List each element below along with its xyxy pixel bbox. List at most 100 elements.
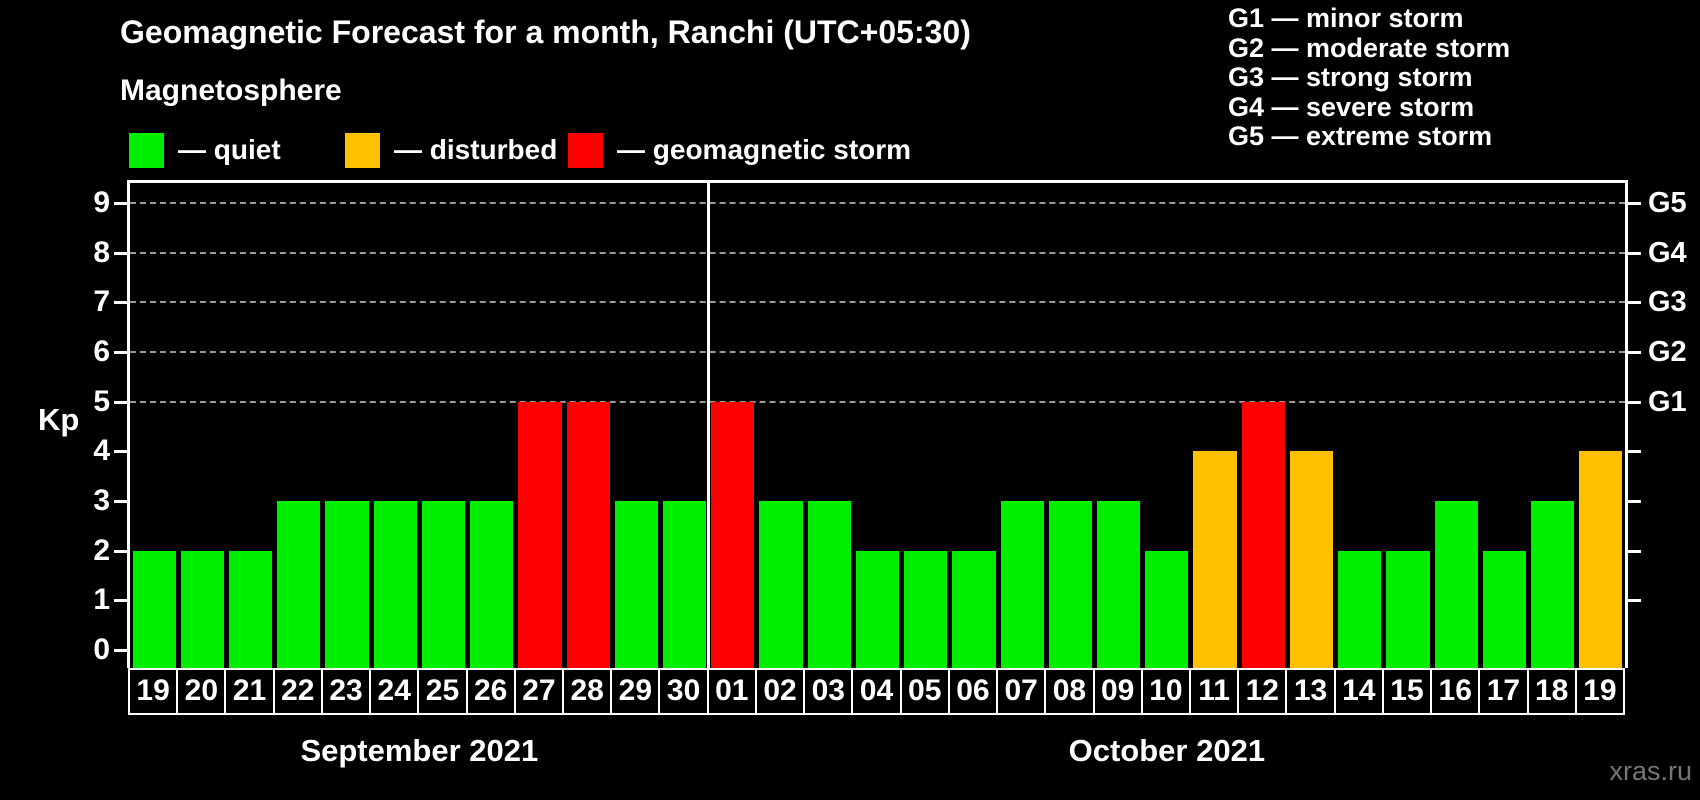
date-cell: 29 xyxy=(610,668,661,715)
y-axis-tick xyxy=(114,599,127,603)
kp-bar xyxy=(855,550,900,668)
kp-bar xyxy=(1145,550,1189,668)
kp-bar xyxy=(1482,550,1527,668)
date-cell: 21 xyxy=(224,668,275,715)
y-axis-tick xyxy=(114,450,127,454)
y-axis-label: 3 xyxy=(93,483,110,517)
storm-scale-line: G2 — moderate storm xyxy=(1228,32,1511,63)
legend-row: — quiet — disturbed — geomagnetic storm xyxy=(129,131,1029,169)
month-label: October 2021 xyxy=(1068,733,1266,768)
kp-bar xyxy=(1386,550,1430,668)
y-axis-tick xyxy=(114,499,127,503)
right-axis-tick xyxy=(1628,350,1641,354)
y-axis-label: 6 xyxy=(93,334,110,368)
date-row: 19 20 21 22 23 24 25 26 27 28 29 30 01 02 03 04 05 06 07 08… xyxy=(128,668,1629,715)
plot-area xyxy=(127,180,1628,668)
date-cell: 20 xyxy=(176,668,227,715)
kp-bar xyxy=(1531,501,1575,668)
y-axis-label: 8 xyxy=(93,235,110,269)
kp-bar xyxy=(325,501,369,668)
y-axis-title: Kp xyxy=(38,402,80,437)
date-cell: 25 xyxy=(417,668,468,715)
legend-label: — disturbed xyxy=(394,134,558,165)
date-cell: 28 xyxy=(562,668,613,715)
y-axis-tick xyxy=(114,649,127,652)
date-cell: 11 xyxy=(1188,668,1240,715)
gridline-kp8 xyxy=(130,251,1625,254)
date-cell: 01 xyxy=(706,668,757,715)
g-scale-label: G5 xyxy=(1648,186,1687,219)
g-scale-label: G1 xyxy=(1648,385,1687,418)
watermark: xras.ru xyxy=(1609,756,1692,786)
kp-bar xyxy=(373,501,417,668)
page-title: Geomagnetic Forecast for a month, Ranchi… xyxy=(120,14,971,50)
kp-bar xyxy=(1289,451,1334,668)
gridline-kp7 xyxy=(130,301,1625,304)
y-axis-tick xyxy=(114,301,127,305)
month-separator-line xyxy=(707,183,711,668)
kp-bar xyxy=(711,401,755,668)
right-axis-tick xyxy=(1628,301,1641,305)
kp-bar xyxy=(614,501,658,668)
kp-bar xyxy=(904,550,948,668)
y-axis-tick xyxy=(114,549,127,553)
date-cell: 26 xyxy=(465,668,516,715)
y-axis-label: 2 xyxy=(93,533,110,567)
legend-swatch-disturbed xyxy=(345,132,380,168)
date-cell: 09 xyxy=(1092,668,1143,715)
right-axis-tick xyxy=(1628,599,1641,603)
right-axis-tick xyxy=(1628,400,1641,404)
kp-bar xyxy=(518,401,562,668)
date-cell: 07 xyxy=(996,668,1047,715)
kp-bar xyxy=(228,550,273,668)
y-axis-label: 0 xyxy=(93,633,110,666)
kp-bar xyxy=(277,501,321,668)
kp-bar xyxy=(132,550,176,668)
date-cell: 05 xyxy=(899,668,950,715)
kp-bar xyxy=(1193,451,1237,668)
y-axis-tick xyxy=(114,350,127,354)
right-axis-tick xyxy=(1628,499,1641,503)
date-cell: 15 xyxy=(1381,668,1433,715)
kp-bar xyxy=(1579,451,1623,668)
kp-bar xyxy=(1434,501,1478,668)
kp-bar xyxy=(1338,550,1382,668)
kp-bar xyxy=(180,550,224,668)
legend-label: — quiet xyxy=(178,134,281,165)
y-axis-label: 4 xyxy=(93,434,110,468)
date-cell: 23 xyxy=(320,668,372,715)
kp-bar xyxy=(1000,501,1044,668)
y-axis-label: 9 xyxy=(93,185,110,219)
legend-item-disturbed: — disturbed xyxy=(345,131,557,169)
storm-scale-line: G1 — minor storm xyxy=(1228,3,1464,33)
date-cell: 10 xyxy=(1140,668,1191,715)
date-cell: 18 xyxy=(1526,668,1577,715)
kp-bar xyxy=(566,401,610,668)
kp-bar xyxy=(470,501,514,668)
date-cell: 04 xyxy=(851,668,902,715)
legend-item-storm: — geomagnetic storm xyxy=(568,131,911,169)
legend-swatch-storm xyxy=(568,132,603,168)
kp-bar xyxy=(759,501,803,668)
legend-item-quiet: — quiet xyxy=(129,131,281,169)
date-cell: 19 xyxy=(128,668,179,715)
date-cell: 08 xyxy=(1044,668,1095,715)
y-axis-label: 7 xyxy=(93,285,110,319)
kp-bar xyxy=(807,501,851,668)
date-cell: 13 xyxy=(1285,668,1336,715)
gridline-kp6 xyxy=(130,350,1625,353)
storm-scale-legend: G1 — minor storm G2 — moderate storm G3 — … xyxy=(1228,3,1511,152)
legend-swatch-quiet xyxy=(129,132,164,168)
right-axis-tick xyxy=(1628,450,1641,454)
kp-bar xyxy=(952,550,996,668)
g-scale-label: G3 xyxy=(1648,286,1687,319)
date-cell: 16 xyxy=(1430,668,1481,715)
y-axis-tick xyxy=(114,201,127,205)
g-scale-label: G4 xyxy=(1648,236,1687,269)
magnetosphere-heading: Magnetosphere xyxy=(120,74,342,107)
gridline-kp9 xyxy=(130,201,1625,204)
gridline-kp5 xyxy=(130,400,1625,403)
storm-scale-line: G4 — severe storm xyxy=(1228,91,1475,122)
legend-label: — geomagnetic storm xyxy=(617,134,912,165)
